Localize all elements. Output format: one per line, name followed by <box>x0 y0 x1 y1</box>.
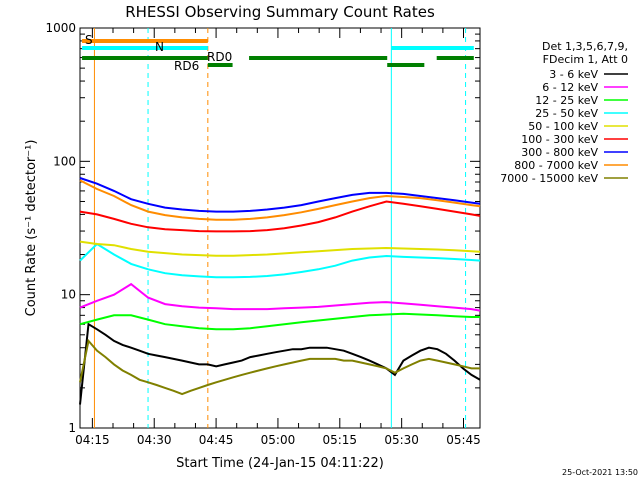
x-tick-label: 04:30 <box>137 433 172 447</box>
legend-label: 25 - 50 keV <box>535 107 598 120</box>
series-line-2 <box>79 312 480 331</box>
series-line-6 <box>79 177 481 213</box>
x-tick-label: 05:45 <box>446 433 481 447</box>
x-tick-label: 04:45 <box>199 433 234 447</box>
series-line-8 <box>79 338 480 396</box>
series-line-4 <box>79 240 481 257</box>
legend-label: 6 - 12 keV <box>542 81 598 94</box>
legend-label: 300 - 800 keV <box>521 146 598 159</box>
y-ticks: 1 10 100 1000 <box>45 21 480 435</box>
legend-label: 100 - 300 keV <box>521 133 598 146</box>
chart-title: RHESSI Observing Summary Count Rates <box>125 3 435 21</box>
series-line-0 <box>79 322 481 405</box>
x-tick-label: 05:30 <box>384 433 419 447</box>
flag-label: S <box>85 33 93 47</box>
flag-label: RD0 <box>207 50 232 64</box>
x-tick-label: 05:15 <box>322 433 357 447</box>
legend: Det 1,3,5,6,7,9, FDecim 1, Att 0 3 - 6 k… <box>500 40 628 185</box>
y-axis-label: Count Rate (s⁻¹ detector⁻¹) <box>24 140 39 317</box>
timestamp: 25-Oct-2021 13:50 <box>562 468 638 477</box>
series-lines <box>79 177 481 405</box>
legend-label: 3 - 6 keV <box>549 68 598 81</box>
event-markers <box>93 28 467 428</box>
series-line-7 <box>79 179 481 221</box>
legend-label: 50 - 100 keV <box>528 120 598 133</box>
series-line-1 <box>79 282 481 312</box>
x-tick-label: 05:00 <box>261 433 296 447</box>
y-tick-label: 1 <box>68 421 76 435</box>
flag-label: RD6 <box>174 59 199 73</box>
plot-area: 1 10 100 1000 04:15 04:30 04:45 05:00 05:15 05:3… <box>45 21 480 447</box>
flag-bars: S N RD0 RD6 <box>82 33 474 73</box>
y-tick-label: 1000 <box>45 21 76 35</box>
x-tick-label: 04:15 <box>75 433 110 447</box>
flag-label: N <box>155 40 164 54</box>
legend-header-line-1: Det 1,3,5,6,7,9, <box>542 40 628 53</box>
legend-label: 12 - 25 keV <box>535 94 598 107</box>
series-line-3 <box>79 242 481 279</box>
x-ticks: 04:15 04:30 04:45 05:00 05:15 05:30 05:45 <box>75 28 481 447</box>
legend-header-line-2: FDecim 1, Att 0 <box>543 53 628 66</box>
y-tick-label: 100 <box>53 154 76 168</box>
series-line-5 <box>79 200 481 233</box>
y-tick-label: 10 <box>61 288 76 302</box>
x-axis-label: Start Time (24-Jan-15 04:11:22) <box>176 456 384 471</box>
legend-label: 800 - 7000 keV <box>514 159 598 172</box>
legend-label: 7000 - 15000 keV <box>500 172 598 185</box>
